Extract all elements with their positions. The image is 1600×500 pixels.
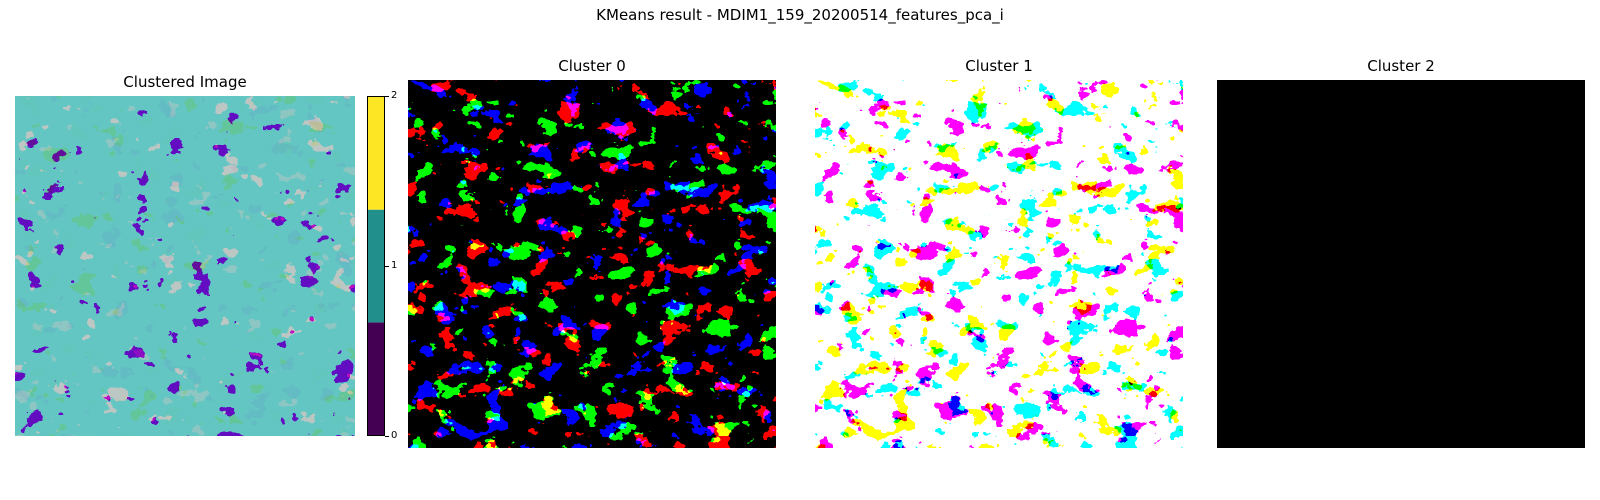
colorbar-gradient — [368, 97, 384, 435]
cluster-2-image — [1217, 80, 1585, 448]
cluster-0-image — [408, 80, 776, 448]
panel-title-cluster-1: Cluster 1 — [965, 57, 1033, 75]
colorbar-band-0 — [368, 322, 384, 435]
colorbar-band-1 — [368, 209, 384, 323]
panel-title-cluster-2: Cluster 2 — [1367, 57, 1435, 75]
cluster-1-image — [815, 80, 1183, 448]
colorbar-tick-label-2: 2 — [391, 90, 398, 101]
panel-title-clustered-image: Clustered Image — [123, 73, 247, 91]
colorbar — [367, 96, 385, 436]
colorbar-tick-1 — [385, 265, 389, 267]
colorbar-band-2 — [368, 97, 384, 210]
clustered-image — [15, 96, 355, 436]
figure-title: KMeans result - MDIM1_159_20200514_featu… — [596, 6, 1004, 24]
colorbar-tick-label-1: 1 — [391, 260, 398, 271]
colorbar-tick-2 — [385, 95, 389, 97]
colorbar-tick-0 — [385, 435, 389, 437]
panel-title-cluster-0: Cluster 0 — [558, 57, 626, 75]
colorbar-tick-label-0: 0 — [391, 430, 398, 441]
